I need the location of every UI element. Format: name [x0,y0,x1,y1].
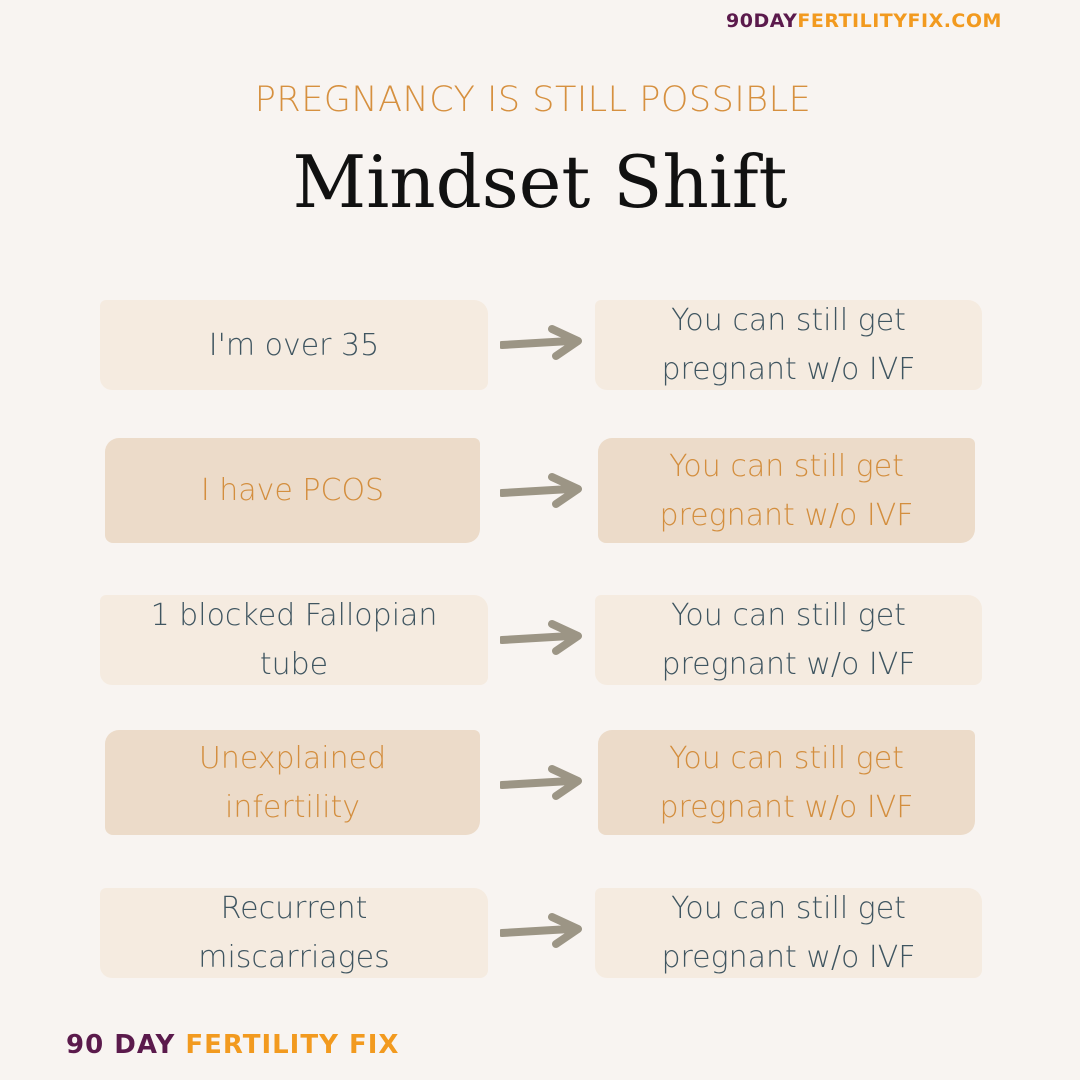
reframe-box: You can still get pregnant w/o IVF [595,300,982,390]
limiting-belief-text: 1 blocked Fallopian tube [150,598,438,682]
arrow-right-icon [500,473,582,508]
limiting-belief-box: Unexplained infertility [105,730,480,835]
limiting-belief-text: I have PCOS [200,473,385,508]
reframe-box: You can still get pregnant w/o IVF [598,730,975,835]
mindset-row: I'm over 35 You can still get pregnant w… [0,290,1080,400]
reframe-text: You can still get pregnant w/o IVF [659,448,914,533]
arrow-right-icon [500,620,582,655]
limiting-belief-text: Unexplained infertility [198,740,387,825]
limiting-belief-text: I'm over 35 [208,327,380,363]
limiting-belief-box: Recurrent miscarriages [100,888,488,978]
arrow-right-icon [500,765,582,800]
limiting-belief-text: Recurrent miscarriages [198,891,390,975]
url-part-1: 90DAY [726,10,798,32]
mindset-row: Recurrent miscarriages You can still get… [0,878,1080,988]
reframe-text: You can still get pregnant w/o IVF [661,891,916,975]
mindset-row: Unexplained infertility You can still ge… [0,730,1080,840]
mindset-row: I have PCOS You can still get pregnant w… [0,438,1080,548]
mindset-row: 1 blocked Fallopian tube You can still g… [0,585,1080,695]
reframe-box: You can still get pregnant w/o IVF [595,595,982,685]
page-title: Mindset Shift [292,140,788,224]
website-url: 90DAYFERTILITYFIX.COM [726,10,1002,32]
reframe-box: You can still get pregnant w/o IVF [598,438,975,543]
reframe-text: You can still get pregnant w/o IVF [661,303,916,387]
footer-brand: 90 DAY FERTILITY FIX [66,1030,399,1060]
reframe-text: You can still get pregnant w/o IVF [661,598,916,682]
arrow-right-icon [500,325,582,360]
reframe-text: You can still get pregnant w/o IVF [659,740,914,825]
subtitle: PREGNANCY IS STILL POSSIBLE [254,80,812,120]
url-part-2: FERTILITYFIX.COM [797,10,1002,32]
limiting-belief-box: 1 blocked Fallopian tube [100,595,488,685]
reframe-box: You can still get pregnant w/o IVF [595,888,982,978]
arrow-right-icon [500,913,582,948]
limiting-belief-box: I'm over 35 [100,300,488,390]
limiting-belief-box: I have PCOS [105,438,480,543]
brand-part-1: 90 DAY [66,1030,186,1060]
brand-part-2: FERTILITY FIX [185,1030,400,1060]
